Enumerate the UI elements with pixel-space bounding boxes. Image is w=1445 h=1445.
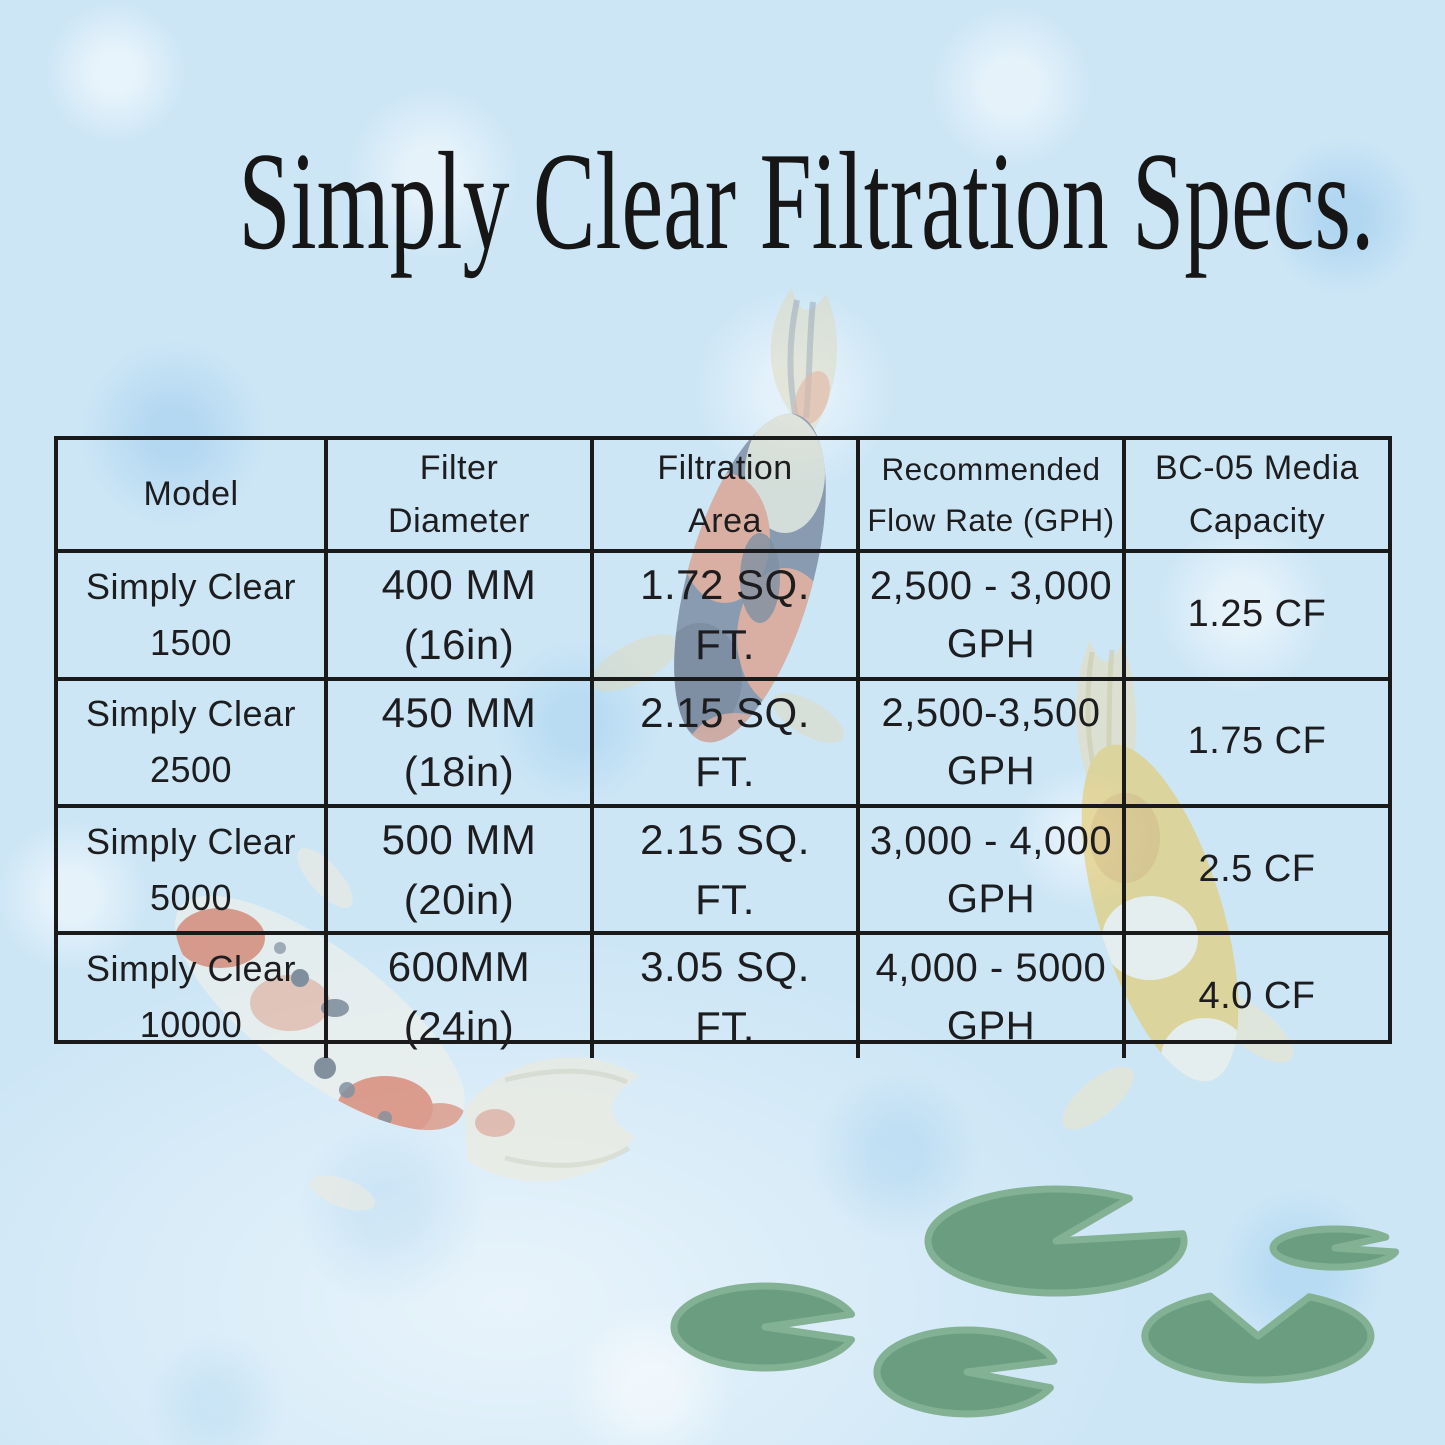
cell-capacity: 1.25 CF — [1122, 549, 1388, 677]
cell-model: Simply Clear 10000 — [58, 931, 324, 1058]
cell-line: 2.5 CF — [1198, 847, 1316, 890]
cell-diameter: 500 MM (20in) — [324, 803, 590, 932]
cell-line: FT. — [695, 748, 755, 796]
cell-model: Simply Clear 1500 — [58, 549, 324, 676]
cell-area: 2.15 SQ. FT. — [590, 803, 856, 932]
cell-area: 1.72 SQ. FT. — [590, 549, 856, 677]
red-white-koi-illustration — [141, 848, 640, 1211]
cell-line: (16in) — [403, 621, 515, 668]
header-media-capacity: BC-05 Media Capacity — [1122, 440, 1388, 550]
cell-flow: 2,500-3,500 GPH — [856, 676, 1122, 804]
cell-line: (20in) — [403, 875, 515, 923]
cell-line: 2.15 SQ. — [640, 815, 810, 863]
cell-line: 10000 — [139, 1003, 243, 1045]
cell-line: 5000 — [149, 876, 233, 918]
header-line: Diameter — [388, 501, 530, 540]
cell-model: Simply Clear 5000 — [58, 803, 324, 931]
cell-diameter: 400 MM (16in) — [324, 549, 590, 677]
calico-koi-illustration — [591, 288, 857, 759]
cell-line: Simply Clear — [85, 693, 297, 735]
cell-line: FT. — [695, 621, 755, 668]
cell-line: FT. — [695, 875, 755, 923]
cell-line: 400 MM — [381, 561, 537, 609]
header-line: Filtration — [657, 449, 793, 487]
lily-pad — [924, 1185, 1188, 1297]
cell-model: Simply Clear 2500 — [58, 676, 324, 804]
cell-line: 3.05 SQ. — [640, 943, 810, 991]
header-filtration-area: Filtration Area — [590, 440, 856, 550]
cell-line: 2,500-3,500 — [881, 691, 1101, 736]
lily-pad — [873, 1326, 1058, 1418]
cell-line: 2500 — [149, 749, 233, 791]
spec-table: Model Filter Diameter Filtration Area Re… — [54, 436, 1392, 1059]
cell-line: Simply Clear — [85, 820, 297, 862]
cell-flow: 4,000 - 5000 GPH — [856, 931, 1122, 1059]
header-line: Recommended — [881, 451, 1101, 488]
header-line: Flow Rate (GPH) — [867, 501, 1115, 538]
lily-pad — [1141, 1292, 1375, 1384]
cell-line: 3,000 - 4,000 — [869, 818, 1113, 863]
header-line: Filter — [419, 449, 499, 487]
cell-diameter: 600MM (24in) — [324, 931, 590, 1059]
cell-line: (18in) — [403, 748, 515, 796]
header-line: Capacity — [1188, 501, 1326, 540]
cell-line: 2.15 SQ. — [640, 688, 810, 736]
cell-flow: 2,500 - 3,000 GPH — [856, 549, 1122, 677]
cell-capacity: 2.5 CF — [1122, 803, 1388, 932]
cell-line: 1.25 CF — [1187, 593, 1327, 636]
cell-line: Simply Clear — [85, 566, 297, 608]
header-model: Model — [58, 440, 324, 549]
lily-pad — [1269, 1225, 1400, 1271]
cell-line: 2,500 - 3,000 — [869, 564, 1113, 608]
cell-line: 4.0 CF — [1198, 974, 1316, 1017]
cell-line: 1500 — [149, 622, 233, 663]
header-flow-rate: Recommended Flow Rate (GPH) — [856, 440, 1122, 550]
cell-area: 3.05 SQ. FT. — [590, 931, 856, 1059]
header-line: Area — [688, 501, 762, 540]
cell-line: Simply Clear — [85, 947, 297, 989]
cell-capacity: 4.0 CF — [1122, 931, 1388, 1059]
cell-diameter: 450 MM (18in) — [324, 676, 590, 804]
cell-line: 600MM — [387, 943, 531, 991]
cell-line: (24in) — [403, 1002, 515, 1050]
cell-line: 4,000 - 5000 — [875, 945, 1107, 990]
cell-flow: 3,000 - 4,000 GPH — [856, 803, 1122, 932]
cell-line: GPH — [946, 1003, 1036, 1048]
header-line: BC-05 Media — [1155, 449, 1359, 487]
page-title: Simply Clear Filtration Specs. — [238, 124, 1375, 279]
cell-area: 2.15 SQ. FT. — [590, 676, 856, 804]
cell-line: GPH — [946, 622, 1036, 666]
lily-pad-illustrations — [670, 1185, 1400, 1418]
yellow-koi-illustration — [1049, 640, 1294, 1130]
header-line: Model — [143, 475, 239, 514]
lily-pad — [670, 1282, 855, 1372]
cell-line: GPH — [946, 749, 1036, 794]
cell-line: FT. — [695, 1002, 755, 1050]
cell-line: 450 MM — [381, 688, 537, 736]
header-filter-diameter: Filter Diameter — [324, 440, 590, 550]
cell-line: 1.75 CF — [1187, 720, 1327, 763]
cell-line: 500 MM — [381, 815, 537, 863]
cell-capacity: 1.75 CF — [1122, 676, 1388, 804]
cell-line: GPH — [946, 876, 1036, 921]
cell-line: 1.72 SQ. — [640, 561, 810, 609]
